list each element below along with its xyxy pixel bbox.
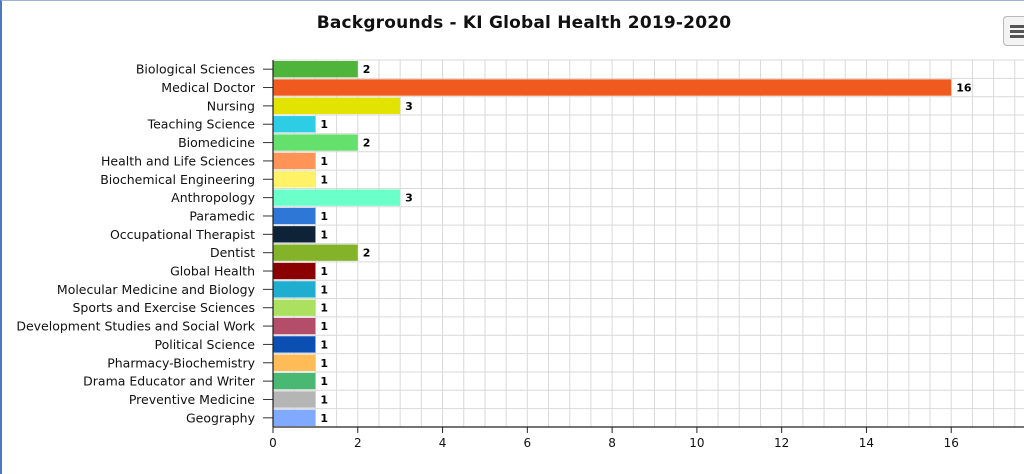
hamburger-menu-icon bbox=[1010, 25, 1024, 28]
bar bbox=[273, 189, 401, 206]
category-label: Political Science bbox=[155, 337, 256, 352]
chart-title: Backgrounds - KI Global Health 2019-2020 bbox=[316, 13, 732, 33]
data-label: 2 bbox=[363, 63, 371, 76]
bar bbox=[273, 134, 358, 151]
category-label: Biomedicine bbox=[178, 135, 255, 150]
category-label: Global Health bbox=[170, 264, 255, 279]
bar bbox=[273, 244, 358, 261]
bar bbox=[273, 262, 316, 280]
data-label: 1 bbox=[320, 118, 328, 131]
data-label: 3 bbox=[405, 100, 413, 113]
bar bbox=[273, 354, 316, 371]
x-tick-label: 16 bbox=[944, 436, 959, 450]
data-label: 1 bbox=[320, 412, 328, 425]
bar bbox=[273, 97, 401, 115]
data-label: 1 bbox=[320, 338, 328, 351]
x-tick-label: 0 bbox=[269, 436, 277, 450]
category-label: Drama Educator and Writer bbox=[83, 374, 256, 389]
data-label: 1 bbox=[320, 302, 328, 315]
category-label: Dentist bbox=[210, 245, 255, 260]
bar bbox=[273, 171, 316, 188]
chart-context-menu-button[interactable] bbox=[1003, 16, 1024, 46]
data-label: 3 bbox=[405, 192, 413, 205]
category-label: Preventive Medicine bbox=[129, 392, 255, 407]
data-label: 1 bbox=[320, 210, 328, 223]
bar bbox=[273, 391, 316, 408]
x-tick-label: 12 bbox=[774, 436, 789, 450]
x-tick-label: 4 bbox=[439, 436, 447, 450]
bar bbox=[273, 372, 316, 390]
data-label: 1 bbox=[320, 265, 328, 278]
bar bbox=[273, 317, 316, 335]
x-tick-label: 6 bbox=[524, 436, 532, 450]
category-label: Occupational Therapist bbox=[110, 227, 255, 242]
data-label: 1 bbox=[320, 155, 328, 168]
data-label: 1 bbox=[320, 173, 328, 186]
category-label: Anthropology bbox=[171, 190, 255, 205]
category-label: Nursing bbox=[207, 98, 255, 113]
x-tick-label: 14 bbox=[859, 436, 874, 450]
category-label: Pharmacy-Biochemistry bbox=[107, 355, 255, 370]
category-label: Teaching Science bbox=[147, 117, 256, 132]
data-label: 1 bbox=[320, 320, 328, 333]
category-label: Molecular Medicine and Biology bbox=[57, 282, 256, 297]
category-label: Biological Sciences bbox=[136, 62, 255, 77]
bar bbox=[273, 152, 316, 170]
data-label: 16 bbox=[956, 82, 972, 95]
x-tick-label: 10 bbox=[689, 436, 704, 450]
category-label: Paramedic bbox=[189, 208, 255, 223]
data-label: 1 bbox=[320, 228, 328, 241]
x-tick-label: 8 bbox=[608, 436, 616, 450]
bar bbox=[273, 336, 316, 353]
data-label: 2 bbox=[363, 137, 371, 150]
bar bbox=[273, 61, 358, 78]
category-label: Development Studies and Social Work bbox=[16, 319, 255, 334]
category-label: Biochemical Engineering bbox=[100, 172, 255, 187]
bar bbox=[273, 79, 952, 96]
bar bbox=[273, 116, 316, 133]
data-label: 1 bbox=[320, 393, 328, 406]
category-label: Health and Life Sciences bbox=[101, 153, 255, 168]
bar bbox=[273, 281, 316, 298]
data-label: 1 bbox=[320, 357, 328, 370]
bar bbox=[273, 207, 316, 225]
data-label: 1 bbox=[320, 375, 328, 388]
data-label: 1 bbox=[320, 283, 328, 296]
category-label: Medical Doctor bbox=[161, 80, 256, 95]
bar bbox=[273, 226, 316, 243]
category-label: Sports and Exercise Sciences bbox=[73, 300, 256, 315]
data-label: 2 bbox=[363, 247, 371, 260]
x-tick-label: 2 bbox=[354, 436, 362, 450]
bar bbox=[273, 299, 316, 316]
category-label: Geography bbox=[186, 410, 256, 425]
bar bbox=[273, 409, 316, 426]
